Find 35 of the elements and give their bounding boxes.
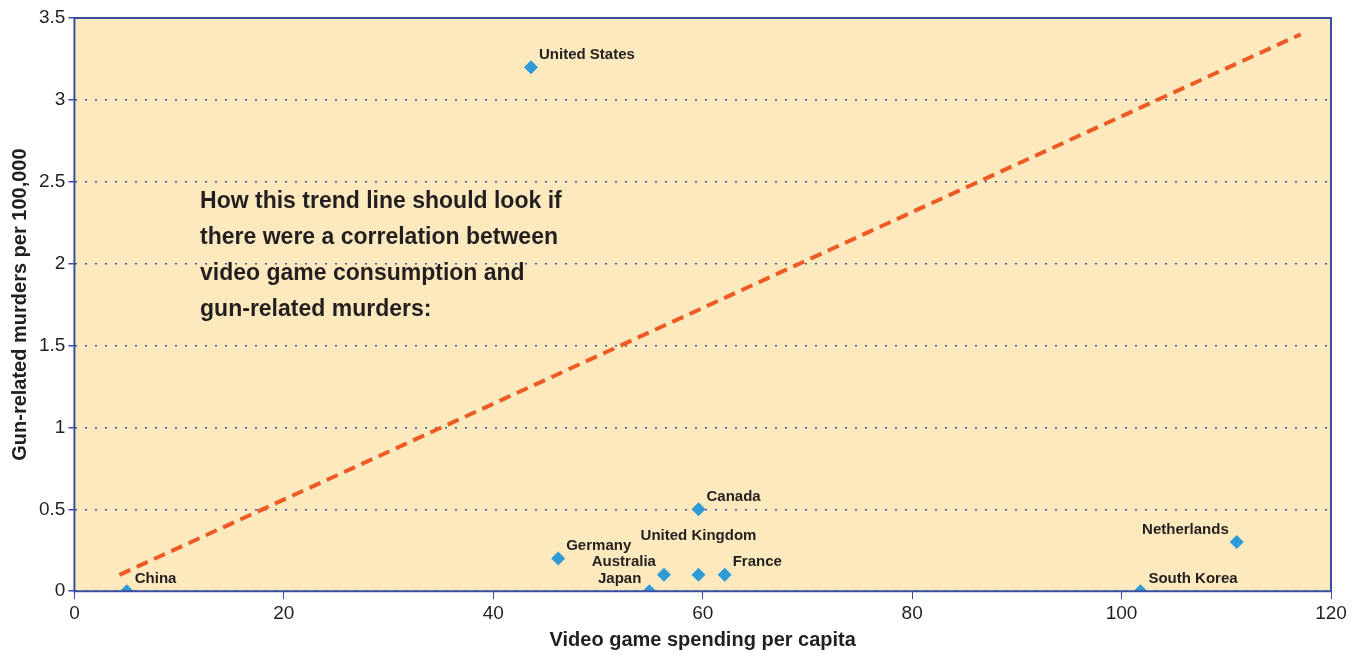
annotation: Japan xyxy=(597,568,642,586)
y-tick-label: 0.5 xyxy=(38,497,66,519)
x-tick-label: 40 xyxy=(482,601,504,623)
x-tick-label: 80 xyxy=(901,601,923,623)
y-tick-label: 2.5 xyxy=(38,170,66,192)
point xyxy=(717,567,732,582)
annotation: Canada xyxy=(706,486,762,504)
annotation: How this trend line should look if there were a correlation between video game consumption and gun-related murders: xyxy=(200,186,563,321)
annotation: Australia xyxy=(591,552,657,570)
x-tick-label: 120 xyxy=(1315,601,1347,623)
point xyxy=(656,567,671,582)
point xyxy=(1229,535,1244,550)
annotation: China xyxy=(134,568,178,586)
x-tick-label: 20 xyxy=(273,601,295,623)
annotation: South Korea xyxy=(1148,568,1239,586)
x-tick-label: 100 xyxy=(1105,601,1138,623)
annotation: France xyxy=(732,552,782,570)
point xyxy=(691,567,706,582)
x-tick-label: 60 xyxy=(692,601,714,623)
x-axis-title: Video game spending per capita xyxy=(549,627,857,650)
y-tick-label: 1 xyxy=(54,415,66,437)
annotation: United Kingdom xyxy=(640,526,757,544)
annotation: United States xyxy=(538,44,635,62)
y-tick-label: 2 xyxy=(54,251,66,273)
y-tick-label: 3.5 xyxy=(38,6,66,28)
y-tick-label: 3 xyxy=(54,88,66,110)
point xyxy=(691,502,706,517)
annotation: Germany xyxy=(566,536,632,554)
x-tick-label: 0 xyxy=(69,601,80,623)
y-axis-title: Gun-related murders per 100,000 xyxy=(7,148,30,461)
y-tick-label: 0 xyxy=(54,579,66,601)
y-tick-label: 1.5 xyxy=(38,333,66,355)
annotation: Netherlands xyxy=(1142,519,1229,537)
point xyxy=(551,551,566,566)
point xyxy=(523,60,538,75)
